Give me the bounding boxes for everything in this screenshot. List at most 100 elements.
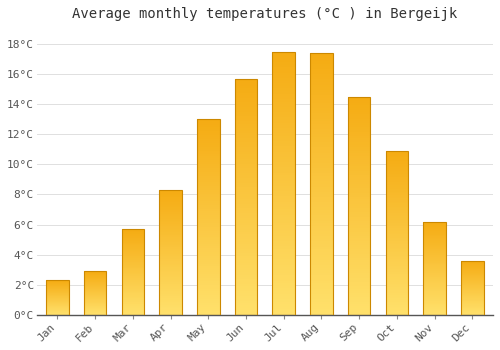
- Bar: [461, 287, 483, 288]
- Bar: [272, 265, 295, 267]
- Bar: [197, 276, 220, 278]
- Bar: [348, 195, 370, 197]
- Bar: [386, 215, 408, 216]
- Bar: [234, 284, 258, 286]
- Bar: [348, 162, 370, 164]
- Bar: [197, 246, 220, 248]
- Bar: [234, 190, 258, 192]
- Bar: [234, 312, 258, 315]
- Bar: [272, 62, 295, 65]
- Bar: [84, 292, 106, 293]
- Bar: [310, 202, 333, 205]
- Bar: [122, 269, 144, 270]
- Bar: [234, 286, 258, 289]
- Bar: [197, 221, 220, 223]
- Bar: [197, 217, 220, 219]
- Bar: [461, 299, 483, 300]
- Bar: [386, 233, 408, 234]
- Bar: [272, 173, 295, 175]
- Bar: [348, 258, 370, 260]
- Bar: [386, 238, 408, 239]
- Bar: [160, 204, 182, 205]
- Bar: [272, 112, 295, 115]
- Bar: [424, 303, 446, 304]
- Bar: [234, 145, 258, 147]
- Bar: [197, 207, 220, 209]
- Bar: [386, 220, 408, 221]
- Bar: [160, 282, 182, 284]
- Bar: [461, 272, 483, 273]
- Bar: [386, 307, 408, 308]
- Bar: [348, 99, 370, 101]
- Bar: [386, 261, 408, 262]
- Bar: [272, 299, 295, 302]
- Bar: [234, 109, 258, 112]
- Bar: [160, 228, 182, 229]
- Bar: [424, 287, 446, 288]
- Bar: [160, 248, 182, 250]
- Bar: [122, 296, 144, 297]
- Bar: [424, 286, 446, 287]
- Bar: [310, 168, 333, 171]
- Bar: [84, 277, 106, 278]
- Bar: [160, 196, 182, 197]
- Bar: [160, 235, 182, 236]
- Bar: [424, 230, 446, 231]
- Bar: [348, 230, 370, 232]
- Bar: [461, 306, 483, 307]
- Bar: [348, 121, 370, 123]
- Bar: [160, 224, 182, 225]
- Bar: [197, 291, 220, 293]
- Bar: [348, 190, 370, 192]
- Bar: [386, 200, 408, 202]
- Bar: [424, 267, 446, 268]
- Bar: [122, 244, 144, 245]
- Bar: [84, 290, 106, 291]
- Bar: [310, 150, 333, 153]
- Bar: [234, 171, 258, 173]
- Bar: [160, 311, 182, 312]
- Bar: [310, 95, 333, 98]
- Bar: [310, 134, 333, 137]
- Bar: [386, 184, 408, 185]
- Bar: [160, 241, 182, 242]
- Bar: [234, 166, 258, 168]
- Bar: [310, 291, 333, 294]
- Bar: [272, 139, 295, 141]
- Bar: [386, 241, 408, 243]
- Bar: [234, 114, 258, 117]
- Bar: [272, 280, 295, 283]
- Bar: [310, 199, 333, 202]
- Bar: [386, 198, 408, 200]
- Bar: [234, 131, 258, 133]
- Bar: [197, 150, 220, 153]
- Bar: [272, 196, 295, 199]
- Bar: [160, 210, 182, 211]
- Bar: [461, 277, 483, 278]
- Bar: [272, 60, 295, 62]
- Bar: [348, 310, 370, 313]
- Bar: [234, 105, 258, 107]
- Bar: [424, 250, 446, 251]
- Bar: [272, 257, 295, 259]
- Bar: [386, 223, 408, 225]
- Bar: [386, 189, 408, 190]
- Bar: [160, 270, 182, 271]
- Bar: [234, 209, 258, 211]
- Bar: [234, 128, 258, 131]
- Bar: [272, 275, 295, 278]
- Bar: [424, 301, 446, 302]
- Bar: [197, 268, 220, 270]
- Bar: [84, 295, 106, 296]
- Bar: [424, 295, 446, 296]
- Bar: [386, 272, 408, 274]
- Bar: [310, 176, 333, 179]
- Bar: [424, 276, 446, 278]
- Bar: [386, 284, 408, 285]
- Bar: [234, 260, 258, 263]
- Bar: [122, 252, 144, 253]
- Bar: [272, 283, 295, 286]
- Bar: [424, 304, 446, 306]
- Bar: [84, 283, 106, 284]
- Bar: [122, 271, 144, 272]
